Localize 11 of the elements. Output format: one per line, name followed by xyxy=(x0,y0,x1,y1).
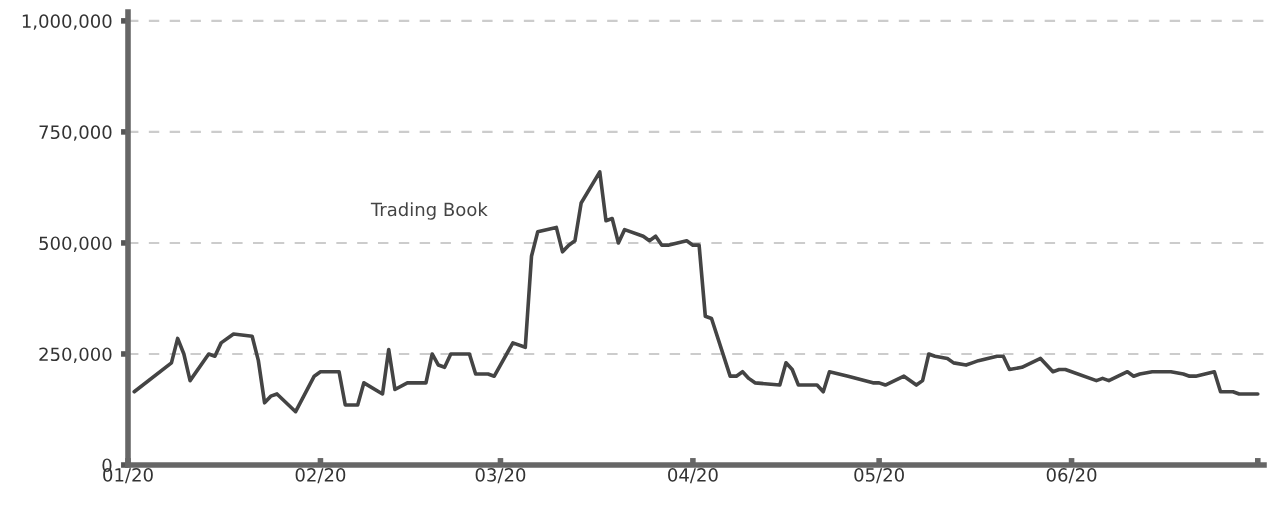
text: Trading Book xyxy=(370,202,488,220)
line-series xyxy=(132,170,1260,414)
x-tick-label: 02/20 xyxy=(295,468,346,484)
x-tick-label: 05/20 xyxy=(854,468,904,484)
y-tick-label: 250,000 xyxy=(39,347,112,363)
x-tick-label: 06/20 xyxy=(1046,468,1097,484)
y-tick-label: 1,000,000 xyxy=(22,14,112,30)
x-tick-label: 03/20 xyxy=(475,468,526,484)
y-tick-label: 500,000 xyxy=(39,236,112,252)
y-tick-label: 750,000 xyxy=(39,125,112,141)
x-tick-label: 04/20 xyxy=(668,468,718,484)
